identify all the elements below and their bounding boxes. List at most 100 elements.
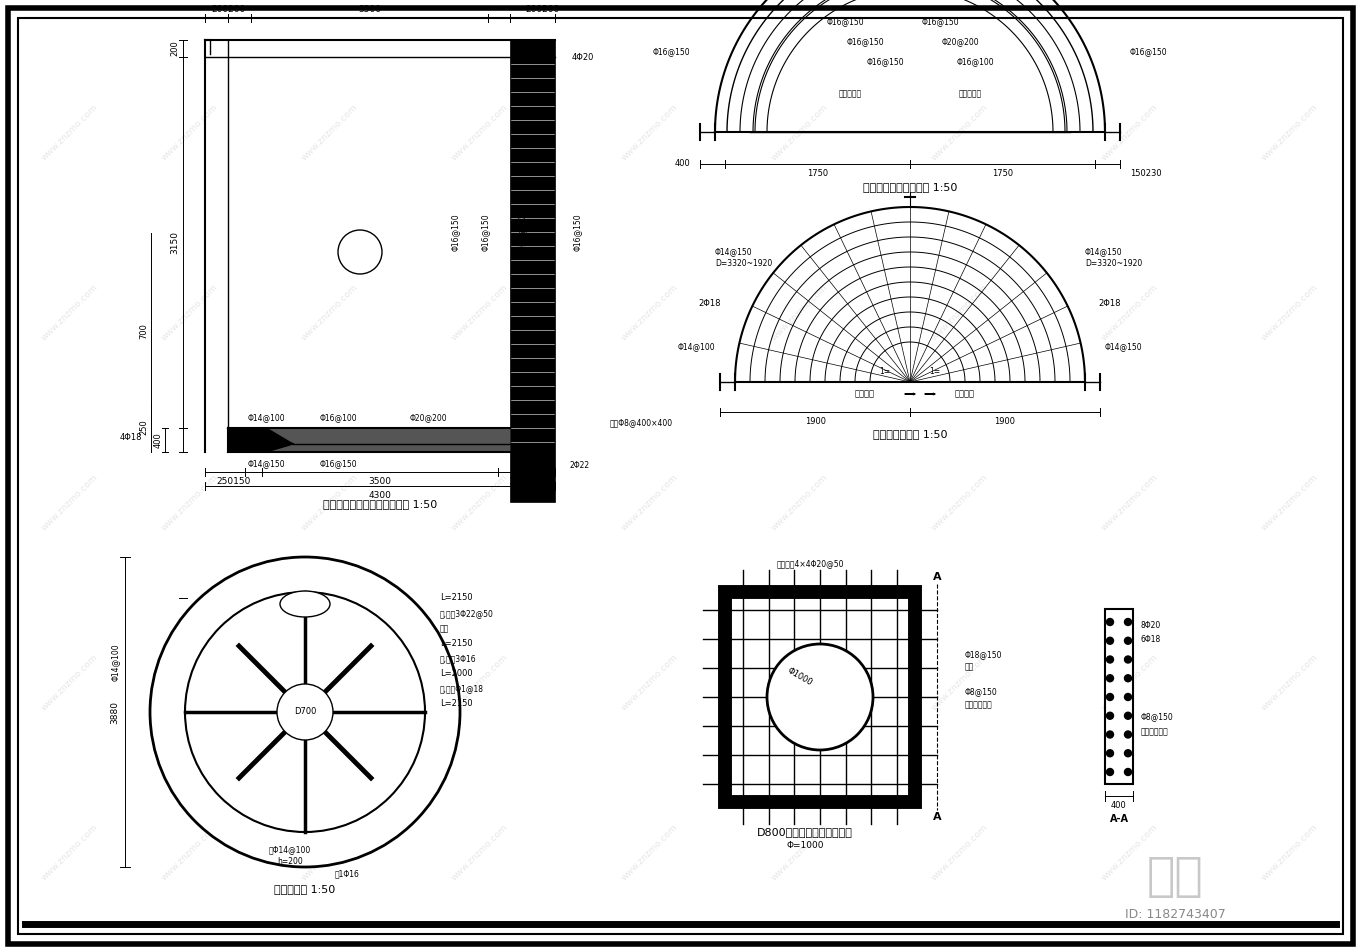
Circle shape [1124, 637, 1131, 645]
Text: L=2150: L=2150 [440, 640, 472, 648]
Text: www.znzmo.com: www.znzmo.com [1260, 823, 1320, 882]
Circle shape [1106, 637, 1113, 645]
Circle shape [1124, 768, 1131, 776]
Text: 2Φ18: 2Φ18 [698, 300, 721, 308]
Bar [725, 592, 915, 802]
Text: 内、外各4×4Φ20@50: 内、外各4×4Φ20@50 [776, 560, 844, 568]
Text: 拉筋Φ8@400×400: 拉筋Φ8@400×400 [610, 419, 674, 427]
Text: L=2000: L=2000 [440, 669, 472, 679]
Circle shape [1106, 619, 1113, 625]
Text: ID: 1182743407: ID: 1182743407 [1124, 907, 1225, 921]
Text: 250150: 250150 [216, 477, 250, 486]
Text: L=2150: L=2150 [440, 592, 472, 602]
Text: 3880: 3880 [110, 701, 120, 724]
Text: A: A [932, 572, 942, 582]
Text: Φ16@150: Φ16@150 [573, 213, 581, 250]
Text: www.znzmo.com: www.znzmo.com [770, 823, 830, 882]
Text: www.znzmo.com: www.znzmo.com [450, 472, 510, 532]
Text: www.znzmo.com: www.znzmo.com [450, 102, 510, 162]
Text: 3500: 3500 [358, 6, 381, 14]
Text: Φ16@150: Φ16@150 [320, 460, 357, 468]
Text: Φ14@150: Φ14@150 [1085, 248, 1123, 256]
Text: www.znzmo.com: www.znzmo.com [770, 102, 830, 162]
Text: Φ16@150: Φ16@150 [1130, 48, 1168, 56]
Text: 250: 250 [139, 419, 148, 435]
Text: www.znzmo.com: www.znzmo.com [1100, 102, 1160, 162]
Text: Φ16@150: Φ16@150 [921, 17, 958, 27]
Text: Φ14@100: Φ14@100 [248, 413, 284, 423]
Circle shape [1124, 750, 1131, 757]
Text: 1900: 1900 [804, 417, 826, 426]
Text: www.znzmo.com: www.znzmo.com [299, 282, 359, 342]
Text: Φ20@200: Φ20@200 [942, 37, 979, 47]
Text: 2Φ22: 2Φ22 [570, 462, 591, 470]
Text: Φ8@150: Φ8@150 [965, 687, 998, 697]
Text: Φ16@150: Φ16@150 [517, 213, 527, 250]
Text: Φ16@150: Φ16@150 [480, 213, 490, 250]
Text: 700: 700 [139, 323, 148, 339]
Polygon shape [229, 428, 293, 452]
Text: www.znzmo.com: www.znzmo.com [450, 823, 510, 882]
Text: www.znzmo.com: www.znzmo.com [161, 823, 220, 882]
Text: Φ16@150: Φ16@150 [450, 213, 460, 250]
Text: Φ18@150: Φ18@150 [965, 650, 1003, 660]
Text: www.znzmo.com: www.znzmo.com [39, 823, 99, 882]
Text: Φ14@150: Φ14@150 [1105, 343, 1143, 351]
Text: 150230: 150230 [1130, 169, 1162, 177]
Text: www.znzmo.com: www.znzmo.com [621, 282, 680, 342]
Text: 上,下各Φ1@18: 上,下各Φ1@18 [440, 684, 485, 693]
Text: 环筋: 环筋 [440, 625, 449, 633]
Circle shape [1124, 675, 1131, 682]
Text: www.znzmo.com: www.znzmo.com [39, 102, 99, 162]
Text: 200200: 200200 [525, 6, 559, 14]
Text: www.znzmo.com: www.znzmo.com [621, 652, 680, 712]
Text: 知末: 知末 [1146, 855, 1203, 900]
Text: www.znzmo.com: www.znzmo.com [39, 472, 99, 532]
Text: Φ16@100: Φ16@100 [320, 413, 357, 423]
Text: 8Φ20: 8Φ20 [1141, 621, 1161, 629]
Text: 上,下各3Φ16: 上,下各3Φ16 [440, 655, 476, 664]
Text: www.znzmo.com: www.znzmo.com [161, 282, 220, 342]
Text: 井壁、刀脚配筋平面图 1:50: 井壁、刀脚配筋平面图 1:50 [863, 182, 957, 192]
Text: 顶板配筋图 1:50: 顶板配筋图 1:50 [275, 884, 336, 894]
Text: Φ16@150: Φ16@150 [826, 17, 864, 27]
Text: 2Φ18: 2Φ18 [1098, 300, 1121, 308]
Text: 下Φ14@100: 下Φ14@100 [269, 845, 312, 855]
Circle shape [1106, 712, 1113, 720]
Text: www.znzmo.com: www.znzmo.com [621, 823, 680, 882]
FancyArrow shape [925, 393, 935, 395]
Circle shape [768, 644, 872, 750]
Text: h=200: h=200 [278, 858, 304, 866]
Text: D=3320~1920: D=3320~1920 [715, 260, 772, 268]
Text: 400: 400 [1111, 802, 1127, 810]
Circle shape [1124, 712, 1131, 720]
Text: 上,下各3Φ22@50: 上,下各3Φ22@50 [440, 609, 494, 619]
Text: www.znzmo.com: www.znzmo.com [621, 102, 680, 162]
Text: www.znzmo.com: www.znzmo.com [1260, 472, 1320, 532]
Text: 4300: 4300 [369, 490, 392, 500]
Text: www.znzmo.com: www.znzmo.com [39, 652, 99, 712]
Text: L=2150: L=2150 [440, 700, 472, 708]
Text: 箍筋环向分布: 箍筋环向分布 [965, 701, 992, 709]
Text: 井壁、刀脚、底板配筋剔面图 1:50: 井壁、刀脚、底板配筋剔面图 1:50 [323, 499, 437, 509]
FancyArrow shape [905, 393, 915, 395]
Text: www.znzmo.com: www.znzmo.com [770, 282, 830, 342]
Text: www.znzmo.com: www.znzmo.com [1260, 652, 1320, 712]
Text: Φ16@150: Φ16@150 [652, 48, 690, 56]
Text: 6Φ18: 6Φ18 [1141, 636, 1161, 645]
Text: www.znzmo.com: www.znzmo.com [930, 102, 989, 162]
Text: www.znzmo.com: www.znzmo.com [621, 472, 680, 532]
Bar [229, 428, 510, 452]
Text: www.znzmo.com: www.znzmo.com [1100, 652, 1160, 712]
Text: 1750: 1750 [807, 169, 827, 177]
Circle shape [1106, 731, 1113, 738]
Circle shape [185, 592, 425, 832]
Text: Φ8@150: Φ8@150 [1141, 712, 1173, 722]
Text: D700: D700 [294, 707, 316, 717]
Text: A-A: A-A [1109, 814, 1128, 824]
Text: 200200: 200200 [211, 6, 245, 14]
Text: 1=: 1= [930, 367, 940, 376]
Text: 3150: 3150 [170, 231, 180, 254]
Text: www.znzmo.com: www.znzmo.com [299, 823, 359, 882]
Ellipse shape [280, 591, 329, 617]
